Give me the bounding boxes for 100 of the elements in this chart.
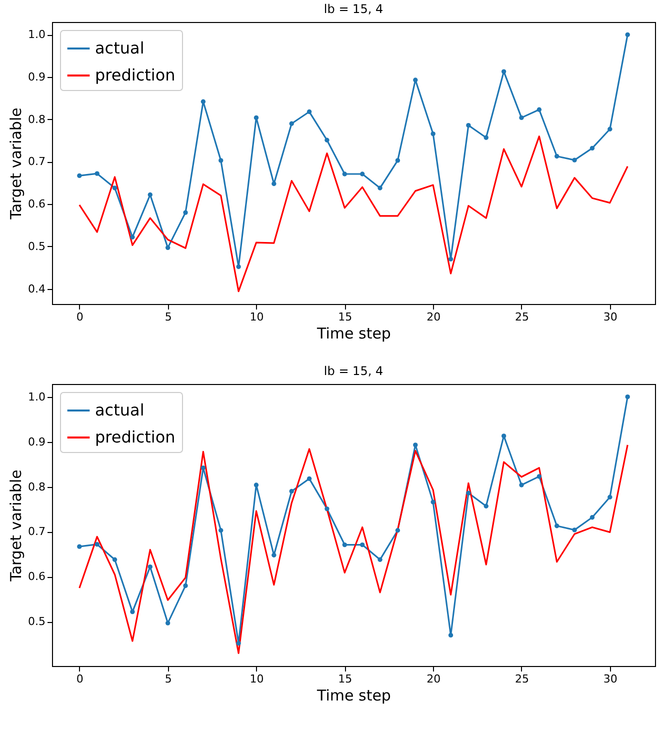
y-axis-title: Target variable (7, 470, 26, 582)
point (448, 256, 454, 262)
point (395, 158, 400, 163)
point (501, 434, 506, 438)
point (130, 234, 135, 240)
point (165, 245, 170, 250)
point (148, 192, 152, 198)
x-tick-label: 0 (76, 672, 84, 686)
point (484, 504, 488, 508)
point (112, 186, 118, 190)
point (254, 482, 259, 488)
point (360, 172, 365, 176)
point (360, 542, 365, 548)
point (183, 210, 188, 215)
point (289, 488, 294, 494)
point (183, 583, 188, 588)
point (625, 394, 630, 400)
point (94, 171, 100, 176)
point (165, 620, 170, 626)
point (342, 172, 348, 176)
point (413, 78, 418, 82)
point (218, 158, 224, 163)
x-tick-label: 15 (338, 672, 352, 686)
point (306, 109, 312, 114)
x-tick-label: 15 (338, 310, 352, 324)
x-tick-label: 25 (514, 310, 529, 324)
point (395, 528, 400, 533)
line-series (78, 444, 628, 654)
x-tick-label: 25 (514, 672, 529, 686)
x-tick-label: 10 (250, 310, 264, 324)
legend-label: actual (95, 38, 144, 58)
point (625, 32, 630, 38)
point (448, 632, 454, 638)
x-tick-label: 30 (603, 672, 618, 686)
point (254, 115, 259, 120)
y-tick-label: 0.6 (28, 198, 46, 211)
point (536, 107, 542, 112)
point (572, 528, 577, 532)
point (378, 186, 382, 190)
y-tick-label: 0.5 (28, 240, 46, 253)
point (608, 126, 612, 132)
point (519, 115, 524, 120)
point (342, 542, 348, 548)
y-tick-label: 0.7 (28, 525, 46, 538)
point (413, 442, 418, 448)
point (554, 154, 560, 159)
point (378, 557, 382, 562)
x-axis-title: Time step (316, 686, 391, 704)
point (306, 476, 312, 482)
point (536, 474, 542, 479)
point (430, 500, 436, 504)
x-tick-label: 5 (164, 310, 172, 324)
point (200, 99, 206, 104)
y-tick-label: 0.8 (28, 480, 46, 494)
y-tick-label: 0.5 (28, 615, 46, 628)
point (77, 544, 82, 549)
x-tick-label: 0 (76, 310, 84, 324)
x-tick-label: 20 (426, 672, 441, 686)
y-tick-label: 1.0 (28, 390, 46, 404)
point (324, 506, 330, 512)
chart-title: lb = 15, 4 (324, 364, 384, 378)
point (519, 482, 524, 488)
point (272, 181, 276, 186)
legend-label: prediction (95, 66, 176, 84)
point (200, 466, 206, 470)
point (236, 264, 241, 270)
point (590, 146, 595, 151)
y-tick-label: 0.9 (28, 70, 46, 84)
x-tick-label: 5 (164, 672, 172, 686)
point (430, 131, 436, 136)
point (112, 557, 118, 562)
y-tick-label: 1.0 (28, 28, 46, 42)
x-tick-label: 20 (426, 310, 441, 324)
point (218, 528, 224, 533)
point (324, 138, 330, 142)
y-tick-label: 0.6 (28, 570, 46, 584)
point (94, 542, 100, 547)
point (272, 552, 276, 558)
x-tick-label: 30 (603, 310, 618, 324)
x-axis-title: Time step (316, 324, 391, 342)
y-tick-label: 0.9 (28, 435, 46, 448)
point (466, 490, 471, 496)
x-tick-label: 10 (250, 672, 264, 686)
y-tick-label: 0.4 (28, 282, 46, 296)
point (484, 135, 488, 140)
point (77, 173, 82, 178)
point (590, 515, 595, 520)
y-tick-label: 0.8 (28, 112, 46, 126)
point (289, 121, 294, 126)
point (572, 158, 577, 162)
y-tick-label: 0.7 (28, 155, 46, 168)
legend-label: prediction (95, 428, 176, 446)
point (148, 564, 152, 570)
point (501, 69, 506, 74)
legend-label: actual (95, 400, 144, 420)
chart-title: lb = 15, 4 (324, 2, 384, 16)
point (236, 640, 241, 646)
point (554, 524, 560, 528)
point (466, 122, 471, 128)
point (608, 494, 612, 500)
